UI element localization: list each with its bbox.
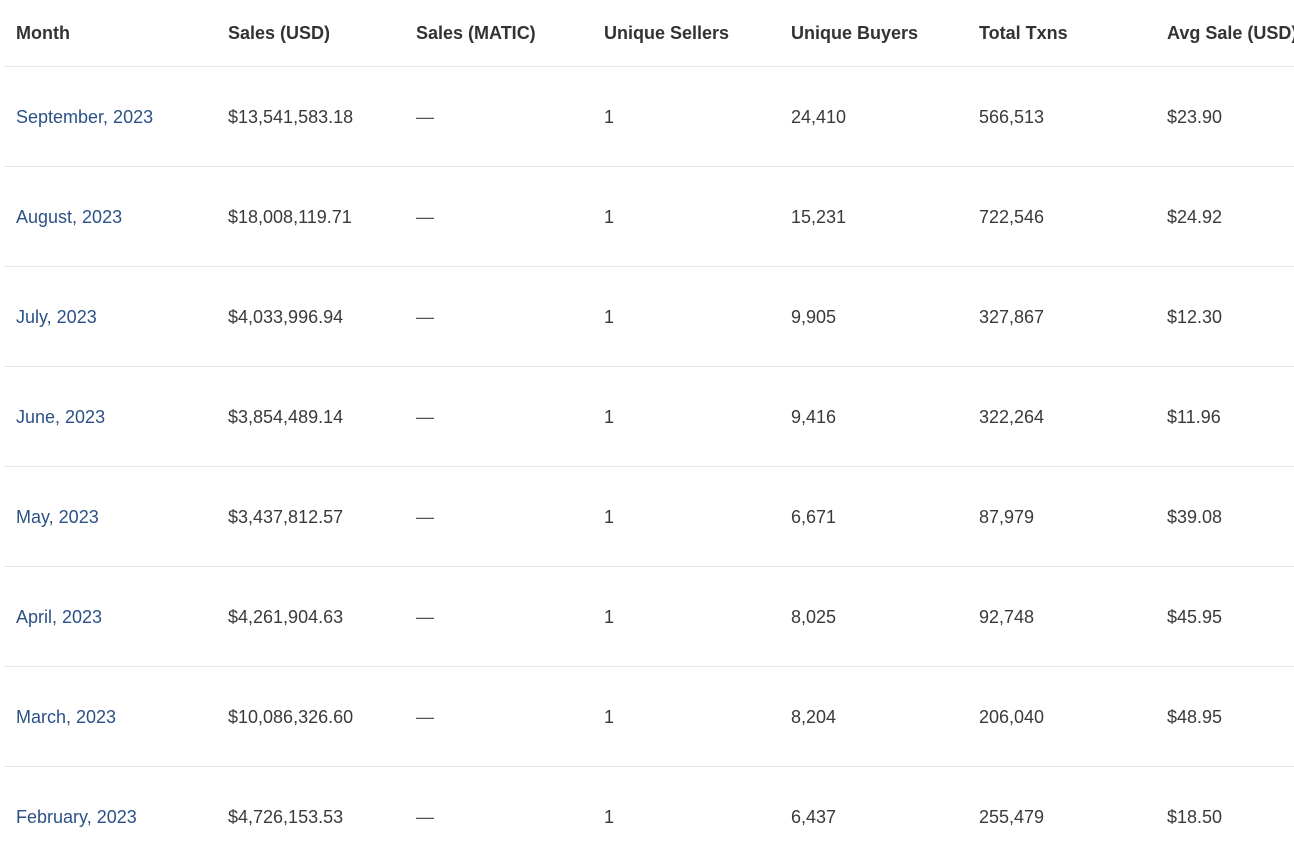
avg-sale-usd-cell: $18.50 [1167, 807, 1223, 827]
sales-matic-cell: — [416, 706, 434, 727]
sales-usd-cell: $3,854,489.14 [228, 406, 344, 427]
avg-sale-usd-cell: $12.30 [1167, 306, 1223, 327]
total-txns-cell: 206,040 [979, 706, 1045, 727]
month-link[interactable]: August, 2023 [16, 206, 123, 227]
avg-sale-usd-cell: $24.92 [1167, 206, 1223, 227]
table-row: September, 2023 $13,541,583.18 — 1 24,41… [4, 67, 1294, 167]
total-txns-cell: 255,479 [979, 807, 1045, 827]
unique-buyers-cell: 6,671 [791, 506, 837, 527]
unique-buyers-cell: 15,231 [791, 206, 847, 227]
table-row: July, 2023 $4,033,996.94 — 1 9,905 327,8… [4, 267, 1294, 367]
table-row: April, 2023 $4,261,904.63 — 1 8,025 92,7… [4, 567, 1294, 667]
sales-matic-cell: — [416, 406, 434, 427]
total-txns-cell: 92,748 [979, 606, 1035, 627]
unique-buyers-cell: 9,416 [791, 406, 837, 427]
unique-sellers-cell: 1 [604, 807, 615, 827]
table-row: June, 2023 $3,854,489.14 — 1 9,416 322,2… [4, 367, 1294, 467]
sales-usd-cell: $4,261,904.63 [228, 606, 344, 627]
unique-buyers-cell: 8,025 [791, 606, 837, 627]
sales-usd-cell: $4,033,996.94 [228, 306, 344, 327]
total-txns-cell: 322,264 [979, 406, 1045, 427]
column-header-unique-buyers[interactable]: Unique Buyers [791, 23, 919, 43]
monthly-sales-table: Month Sales (USD) Sales (MATIC) Unique S… [4, 0, 1294, 867]
table-header-row: Month Sales (USD) Sales (MATIC) Unique S… [4, 0, 1294, 67]
unique-sellers-cell: 1 [604, 406, 615, 427]
avg-sale-usd-cell: $48.95 [1167, 706, 1223, 727]
month-link[interactable]: March, 2023 [16, 706, 117, 727]
unique-sellers-cell: 1 [604, 306, 615, 327]
column-header-avg-sale-usd[interactable]: Avg Sale (USD) [1167, 23, 1294, 43]
sales-matic-cell: — [416, 106, 434, 127]
unique-sellers-cell: 1 [604, 606, 615, 627]
total-txns-cell: 87,979 [979, 506, 1035, 527]
unique-buyers-cell: 24,410 [791, 106, 847, 127]
avg-sale-usd-cell: $23.90 [1167, 106, 1223, 127]
month-link[interactable]: May, 2023 [16, 506, 99, 527]
unique-buyers-cell: 8,204 [791, 706, 837, 727]
unique-buyers-cell: 9,905 [791, 306, 837, 327]
column-header-sales-matic[interactable]: Sales (MATIC) [416, 23, 536, 43]
table-row: May, 2023 $3,437,812.57 — 1 6,671 87,979… [4, 467, 1294, 567]
sales-matic-cell: — [416, 306, 434, 327]
sales-usd-cell: $13,541,583.18 [228, 106, 354, 127]
column-header-unique-sellers[interactable]: Unique Sellers [604, 23, 730, 43]
unique-sellers-cell: 1 [604, 506, 615, 527]
sales-matic-cell: — [416, 807, 434, 827]
month-link[interactable]: September, 2023 [16, 106, 154, 127]
unique-sellers-cell: 1 [604, 706, 615, 727]
column-header-sales-usd[interactable]: Sales (USD) [228, 23, 331, 43]
avg-sale-usd-cell: $39.08 [1167, 506, 1223, 527]
sales-matic-cell: — [416, 506, 434, 527]
table-row: February, 2023 $4,726,153.53 — 1 6,437 2… [4, 767, 1294, 867]
unique-buyers-cell: 6,437 [791, 807, 837, 827]
month-link[interactable]: February, 2023 [16, 807, 137, 827]
sales-matic-cell: — [416, 606, 434, 627]
table-row: August, 2023 $18,008,119.71 — 1 15,231 7… [4, 167, 1294, 267]
column-header-total-txns[interactable]: Total Txns [979, 23, 1068, 43]
avg-sale-usd-cell: $11.96 [1167, 406, 1221, 427]
sales-usd-cell: $3,437,812.57 [228, 506, 344, 527]
month-link[interactable]: July, 2023 [16, 306, 97, 327]
month-link[interactable]: June, 2023 [16, 406, 106, 427]
column-header-month[interactable]: Month [16, 23, 70, 43]
month-link[interactable]: April, 2023 [16, 606, 103, 627]
sales-usd-cell: $18,008,119.71 [228, 206, 352, 227]
sales-usd-cell: $10,086,326.60 [228, 706, 354, 727]
unique-sellers-cell: 1 [604, 106, 615, 127]
sales-usd-cell: $4,726,153.53 [228, 807, 344, 827]
unique-sellers-cell: 1 [604, 206, 615, 227]
table-row: March, 2023 $10,086,326.60 — 1 8,204 206… [4, 667, 1294, 767]
total-txns-cell: 327,867 [979, 306, 1045, 327]
total-txns-cell: 566,513 [979, 106, 1045, 127]
avg-sale-usd-cell: $45.95 [1167, 606, 1223, 627]
sales-matic-cell: — [416, 206, 434, 227]
total-txns-cell: 722,546 [979, 206, 1045, 227]
